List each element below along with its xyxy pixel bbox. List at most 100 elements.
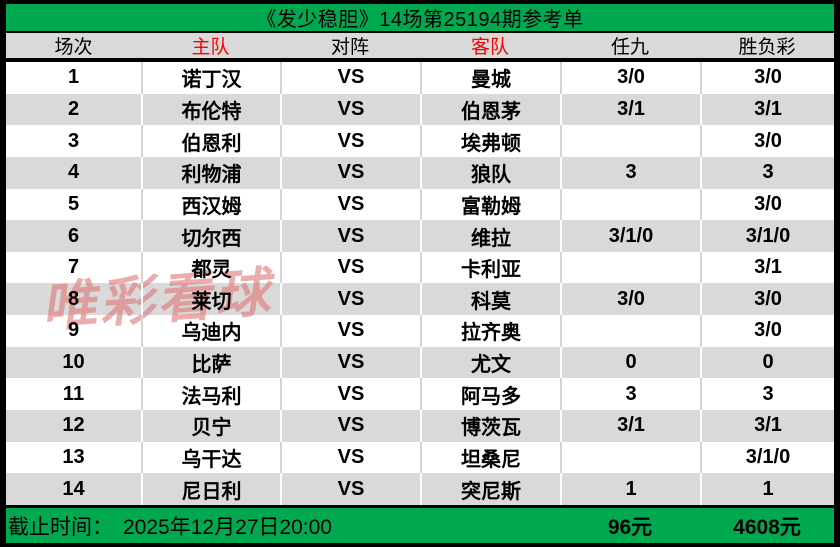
versus-cell: VS [280, 410, 420, 442]
table-row: 13 乌干达 VS 坦桑尼 3/1/0 [6, 441, 834, 474]
match-no-cell: 3 [67, 129, 80, 152]
versus-cell: VS [280, 93, 420, 126]
table-row: 14 尼日利 VS 突尼斯 1 1 [6, 473, 834, 505]
match-no-cell: 9 [67, 319, 80, 342]
table-row: 2 布伦特 VS 伯恩茅 3/1 3/1 [6, 93, 834, 126]
home-team-cell: 尼日利 [141, 473, 280, 505]
away-team-cell: 科莫 [420, 283, 560, 316]
versus-cell: VS [280, 125, 420, 157]
col-header-sfc: 胜负彩 [738, 37, 796, 58]
match-no-cell: 5 [67, 192, 80, 215]
sfc-pick-cell: 3/1/0 [700, 441, 834, 474]
home-team-cell: 利物浦 [141, 156, 280, 189]
versus-cell: VS [280, 441, 420, 474]
versus-cell: VS [280, 473, 420, 505]
col-header-home-team: 主队 [191, 37, 230, 58]
table-row: 3 伯恩利 VS 埃弗顿 3/0 [6, 125, 834, 157]
match-no-cell: 1 [67, 66, 80, 89]
col-header-away-team: 客队 [470, 37, 509, 58]
sheet-title: 《发少稳胆》14场第25194期参考单 [256, 9, 584, 31]
sfc-pick-cell: 3/0 [700, 283, 834, 316]
sfc-pick-cell: 3/1/0 [700, 220, 834, 252]
match-no-cell: 4 [67, 161, 80, 184]
versus-cell: VS [280, 346, 420, 379]
col-header-versus: 对阵 [330, 37, 369, 58]
versus-cell: VS [280, 62, 420, 94]
away-team-cell: 狼队 [420, 156, 560, 189]
ren9-pick-cell: 1 [560, 473, 700, 505]
ren9-pick-cell: 3 [560, 378, 700, 411]
away-team-cell: 伯恩茅 [420, 93, 560, 126]
ren9-pick-cell: 3/1 [560, 93, 700, 126]
match-no-cell: 10 [62, 351, 85, 374]
versus-cell: VS [280, 251, 420, 284]
home-team-cell: 乌干达 [141, 441, 280, 474]
table-row: 5 西汉姆 VS 富勒姆 3/0 [6, 188, 834, 221]
footer-bar: 截止时间： 2025年12月27日20:00 96元 4608元 [6, 505, 834, 543]
away-team-cell: 维拉 [420, 220, 560, 252]
table-row: 7 都灵 VS 卡利亚 3/1 [6, 251, 834, 284]
ren9-pick-cell: 3/0 [560, 283, 700, 316]
away-team-cell: 博茨瓦 [420, 410, 560, 442]
ren9-pick-cell: 0 [560, 346, 700, 379]
sfc-pick-cell: 3/1 [700, 251, 834, 284]
ren9-total: 96元 [607, 515, 653, 539]
title-bar: 《发少稳胆》14场第25194期参考单 [6, 4, 834, 33]
match-no-cell: 14 [62, 477, 85, 500]
deadline: 截止时间： 2025年12月27日20:00 [6, 511, 560, 541]
table-row: 12 贝宁 VS 博茨瓦 3/1 3/1 [6, 410, 834, 442]
versus-cell: VS [280, 315, 420, 347]
away-team-cell: 曼城 [420, 62, 560, 94]
versus-cell: VS [280, 156, 420, 189]
away-team-cell: 突尼斯 [420, 473, 560, 505]
sfc-pick-cell: 3/0 [700, 125, 834, 157]
home-team-cell: 莱切 [141, 283, 280, 316]
versus-cell: VS [280, 283, 420, 316]
ren9-pick-cell [560, 251, 700, 284]
deadline-value: 2025年12月27日20:00 [123, 515, 332, 539]
away-team-cell: 富勒姆 [420, 188, 560, 221]
match-no-cell: 7 [67, 256, 80, 279]
table-row: 8 莱切 VS 科莫 3/0 3/0 [6, 283, 834, 316]
away-team-cell: 卡利亚 [420, 251, 560, 284]
away-team-cell: 拉齐奥 [420, 315, 560, 347]
table-row: 1 诺丁汉 VS 曼城 3/0 3/0 [6, 62, 834, 94]
ren9-pick-cell: 3 [560, 156, 700, 189]
home-team-cell: 乌迪内 [141, 315, 280, 347]
match-no-cell: 8 [67, 287, 80, 310]
sfc-pick-cell: 3 [700, 156, 834, 189]
sfc-pick-cell: 0 [700, 346, 834, 379]
away-team-cell: 阿马多 [420, 378, 560, 411]
col-header-match-no: 场次 [54, 37, 93, 58]
away-team-cell: 坦桑尼 [420, 441, 560, 474]
deadline-label: 截止时间： [8, 515, 113, 539]
table-row: 10 比萨 VS 尤文 0 0 [6, 346, 834, 379]
away-team-cell: 尤文 [420, 346, 560, 379]
sfc-pick-cell: 3/0 [700, 62, 834, 94]
col-header-ren9: 任九 [610, 37, 649, 58]
sfc-pick-cell: 3/0 [700, 315, 834, 347]
ren9-pick-cell [560, 125, 700, 157]
home-team-cell: 法马利 [141, 378, 280, 411]
match-no-cell: 13 [62, 446, 85, 468]
match-no-cell: 12 [62, 414, 85, 437]
home-team-cell: 布伦特 [141, 93, 280, 126]
home-team-cell: 比萨 [141, 346, 280, 379]
home-team-cell: 伯恩利 [141, 125, 280, 157]
match-no-cell: 11 [62, 382, 85, 405]
away-team-cell: 埃弗顿 [420, 125, 560, 157]
versus-cell: VS [280, 378, 420, 411]
home-team-cell: 都灵 [141, 251, 280, 284]
ren9-pick-cell: 3/1 [560, 410, 700, 442]
ren9-pick-cell [560, 441, 700, 474]
versus-cell: VS [280, 188, 420, 221]
ren9-pick-cell: 3/1/0 [560, 220, 700, 252]
ren9-pick-cell [560, 188, 700, 221]
home-team-cell: 贝宁 [141, 410, 280, 442]
versus-cell: VS [280, 220, 420, 252]
ren9-pick-cell: 3/0 [560, 62, 700, 94]
sfc-pick-cell: 1 [700, 473, 834, 505]
home-team-cell: 诺丁汉 [141, 62, 280, 94]
sfc-pick-cell: 3 [700, 378, 834, 411]
